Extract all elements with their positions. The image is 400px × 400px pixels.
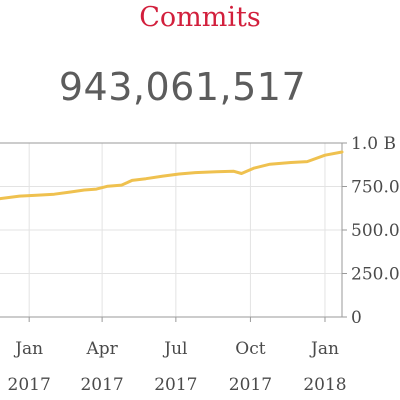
x-tick-label-year: 2017 [229,375,272,395]
x-tick-label-year: 2018 [303,375,346,395]
x-tick-label-year: 2017 [154,375,197,395]
x-tick-label-month: Apr [85,339,118,359]
chart-title: Commits [139,2,261,33]
grid-lines [0,142,342,317]
series-layer [0,150,344,201]
x-tick-label-year: 2017 [80,375,123,395]
y-tick-label: 750.0 [351,178,400,198]
x-tick-label-month: Jan [309,339,339,359]
y-tick-label: 250.0 [351,265,400,285]
y-tick-label: 500.0 [351,221,400,241]
y-tick-label: 0 [351,308,362,328]
commits-series-line [0,150,344,201]
x-tick-label-month: Oct [235,339,265,359]
x-tick-label-year: 2017 [8,375,51,395]
x-tick-label-month: Jan [13,339,43,359]
y-tick-label: 1.0 B [351,134,396,154]
total-commits-value: 943,061,517 [58,65,307,109]
x-axis: Jan 2017 Apr 2017 Jul 2017 Oct 2017 Jan 2018 [8,317,347,395]
y-axis: 0 250.0 500.0 750.0 1.0 B [342,134,400,328]
x-tick-label-month: Jul [162,339,187,359]
